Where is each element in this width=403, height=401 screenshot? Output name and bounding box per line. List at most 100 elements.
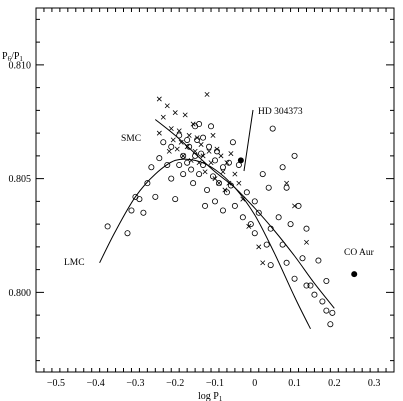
point-lmc xyxy=(208,123,215,130)
y-tick-label: 0.810 xyxy=(9,60,32,71)
point-lmc xyxy=(128,207,135,214)
point-smc xyxy=(212,176,218,182)
point-lmc xyxy=(219,207,226,214)
point-lmc xyxy=(259,171,266,178)
point-smc xyxy=(216,180,222,186)
point-smc xyxy=(202,169,208,175)
point-smc xyxy=(222,187,228,193)
axis-ticks xyxy=(35,8,395,372)
point-smc xyxy=(218,153,224,159)
point-smc xyxy=(220,169,226,175)
point-lmc xyxy=(168,143,175,150)
point-lmc xyxy=(307,282,314,289)
point-lmc xyxy=(295,202,302,209)
x-tick-label: 0.1 xyxy=(288,378,301,389)
point-smc xyxy=(194,135,200,141)
point-smc xyxy=(206,148,212,154)
annotation-smc: SMC xyxy=(121,134,141,144)
point-smc xyxy=(166,148,172,154)
point-lmc xyxy=(315,257,322,264)
point-smc xyxy=(176,128,182,134)
point-smc xyxy=(182,112,188,118)
point-lmc xyxy=(136,196,143,203)
point-lmc xyxy=(164,161,171,168)
point-lmc xyxy=(140,209,147,216)
x-axis-title: log P1 xyxy=(198,391,223,401)
point-lmc xyxy=(104,223,111,230)
point-smc xyxy=(214,146,220,152)
x-tick-label: −0.2 xyxy=(166,378,184,389)
point-lmc xyxy=(283,259,290,266)
point-lmc xyxy=(275,214,282,221)
point-lmc xyxy=(265,184,272,191)
point-smc xyxy=(168,126,174,132)
x-tick-label: 0.3 xyxy=(368,378,381,389)
point-lmc xyxy=(287,221,294,228)
point-lmc xyxy=(329,309,336,316)
x-tick-label: −0.4 xyxy=(87,378,105,389)
point-lmc xyxy=(160,139,167,146)
point-lmc xyxy=(200,134,207,141)
point-smc xyxy=(180,153,186,159)
point-smc xyxy=(200,153,206,159)
point-co-aur xyxy=(351,271,358,278)
annotation-coaur: CO Aur xyxy=(344,248,375,258)
curve-smc xyxy=(154,119,335,309)
point-lmc xyxy=(184,159,191,166)
point-smc xyxy=(190,121,196,127)
point-lmc xyxy=(180,152,187,159)
point-lmc xyxy=(319,298,326,305)
point-lmc xyxy=(219,164,226,171)
point-lmc xyxy=(279,241,286,248)
point-lmc xyxy=(311,291,318,298)
point-lmc xyxy=(206,143,213,150)
point-smc xyxy=(210,132,216,138)
point-lmc xyxy=(156,155,163,162)
point-smc xyxy=(256,244,262,250)
point-lmc xyxy=(180,171,187,178)
point-lmc xyxy=(299,255,306,262)
point-lmc xyxy=(231,202,238,209)
point-smc xyxy=(232,171,238,177)
hd304373-pointer-line xyxy=(243,109,254,172)
point-lmc xyxy=(247,221,254,228)
point-lmc xyxy=(279,164,286,171)
point-lmc xyxy=(239,214,246,221)
point-lmc xyxy=(198,150,205,157)
point-smc xyxy=(246,223,252,229)
point-lmc xyxy=(148,164,155,171)
annotation-lmc: LMC xyxy=(64,258,85,268)
point-smc xyxy=(304,239,309,245)
point-lmc xyxy=(202,202,209,209)
point-lmc xyxy=(176,132,183,139)
point-lmc xyxy=(152,193,159,200)
curve-lmc xyxy=(99,158,311,330)
point-smc xyxy=(170,137,176,143)
point-lmc xyxy=(186,143,193,150)
point-lmc xyxy=(215,180,222,187)
point-lmc xyxy=(243,189,250,196)
point-smc xyxy=(160,114,166,120)
point-lmc xyxy=(184,136,191,143)
y-tick-label: 0.800 xyxy=(9,288,32,299)
point-smc xyxy=(174,146,180,152)
point-smc xyxy=(260,260,266,266)
x-tick-label: −0.1 xyxy=(206,378,224,389)
data-points xyxy=(104,91,358,328)
point-smc xyxy=(208,160,214,166)
point-lmc xyxy=(188,166,195,173)
point-lmc xyxy=(204,186,211,193)
point-smc xyxy=(240,196,246,202)
point-hd-304373 xyxy=(237,157,244,164)
point-smc xyxy=(186,132,192,138)
axis-labels: −0.5 −0.4 −0.3 −0.2 −0.1 0 0.1 0.2 0.3 0.800 0.805… xyxy=(9,60,381,389)
point-lmc xyxy=(255,209,262,216)
point-lmc xyxy=(210,173,217,180)
point-lmc xyxy=(172,196,179,203)
point-lmc xyxy=(124,230,131,237)
point-lmc xyxy=(144,180,151,187)
plot-frame xyxy=(35,7,395,373)
point-smc xyxy=(184,144,190,150)
point-smc xyxy=(226,180,232,186)
